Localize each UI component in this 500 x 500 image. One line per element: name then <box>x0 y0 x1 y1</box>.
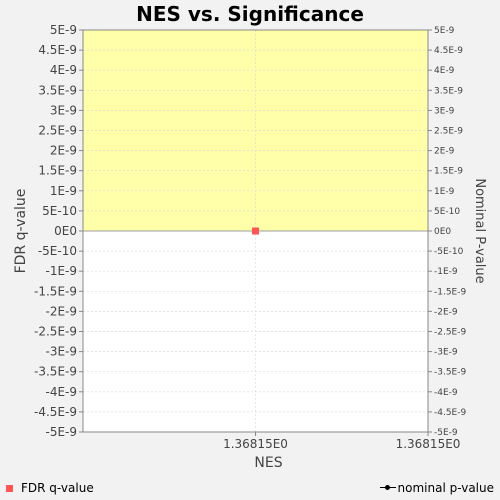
line-dot-marker-icon <box>379 483 396 493</box>
y-tick-label-right: 4.5E-9 <box>434 46 463 56</box>
y-tick-label-right: -5E-10 <box>434 247 464 257</box>
right-axis: 5E-9 4.5E-9 4E-9 3.5E-9 3E-9 2.5E-9 2E-9 1.5E-9… <box>428 26 466 438</box>
y-tick-label-right: -3.5E-9 <box>434 368 466 378</box>
y-tick-label-left: 0E0 <box>54 224 77 238</box>
y-tick-label-right: -4E-9 <box>434 388 458 398</box>
y-tick-label-left: 3.5E-9 <box>38 83 77 97</box>
y-tick-label-right: 1E-9 <box>434 187 455 197</box>
y-tick-label-right: -2.5E-9 <box>434 328 466 338</box>
x-tick-label: 1.36815E0 <box>396 437 461 451</box>
y-tick-label-right: 3.5E-9 <box>434 86 463 96</box>
data-point-fdr <box>252 227 259 235</box>
y-tick-label-right: -4.5E-9 <box>434 408 466 418</box>
y-tick-label-left: 2E-9 <box>50 144 77 158</box>
y-tick-label-right: 2E-9 <box>434 147 455 157</box>
y-axis-label-left: FDR q-value <box>13 189 29 274</box>
y-tick-label-right: 5E-10 <box>434 207 460 217</box>
y-tick-label-left: -3E-9 <box>45 345 77 359</box>
y-tick-label-right: -3E-9 <box>434 348 458 358</box>
y-tick-label-left: -2.5E-9 <box>34 325 77 339</box>
y-tick-label-right: -2E-9 <box>434 307 458 317</box>
y-tick-label-right: 3E-9 <box>434 106 455 116</box>
y-tick-label-left: 2.5E-9 <box>38 124 77 138</box>
y-tick-label-left: 1E-9 <box>50 184 77 198</box>
x-axis-label: NES <box>254 455 282 471</box>
y-tick-label-left: -4.5E-9 <box>34 405 77 419</box>
y-tick-label-left: -2E-9 <box>45 304 77 318</box>
y-tick-label-right: 0E0 <box>434 227 451 237</box>
y-tick-label-left: -5E-9 <box>45 425 77 439</box>
x-axis: 1.36815E0 1.36815E0 <box>223 432 460 451</box>
y-tick-label-left: 4E-9 <box>50 63 77 77</box>
y-tick-label-left: 3E-9 <box>50 103 77 117</box>
y-tick-label-right: -1.5E-9 <box>434 287 466 297</box>
y-tick-label-right: 4E-9 <box>434 66 455 76</box>
y-tick-label-left: -3.5E-9 <box>34 365 77 379</box>
y-tick-label-right: 2.5E-9 <box>434 127 463 137</box>
y-tick-label-left: -4E-9 <box>45 385 77 399</box>
chart-title: NES vs. Significance <box>136 2 364 26</box>
y-tick-label-right: -1E-9 <box>434 267 458 277</box>
y-tick-label-left: 5E-9 <box>50 23 77 37</box>
y-tick-label-left: 4.5E-9 <box>38 43 77 57</box>
left-axis: 5E-9 4.5E-9 4E-9 3.5E-9 3E-9 2.5E-9 2E-9 1.5E-9… <box>34 23 83 439</box>
x-tick-label: 1.36815E0 <box>223 437 288 451</box>
legend-label-fdr: FDR q-value <box>21 481 94 495</box>
y-tick-label-right: 1.5E-9 <box>434 167 463 177</box>
y-tick-label-left: -5E-10 <box>38 244 77 258</box>
data-points <box>252 227 259 235</box>
y-tick-label-left: 5E-10 <box>42 204 77 218</box>
legend-item-fdr: FDR q-value <box>6 480 94 496</box>
y-tick-label-left: -1.5E-9 <box>34 284 77 298</box>
y-tick-label-right: 5E-9 <box>434 26 455 36</box>
legend-item-nominal: nominal p-value <box>379 480 494 496</box>
legend-label-nominal: nominal p-value <box>397 481 494 495</box>
y-tick-label-right: -5E-9 <box>434 428 458 438</box>
y-tick-label-left: 1.5E-9 <box>38 164 77 178</box>
red-square-marker-icon <box>6 484 13 492</box>
y-tick-label-left: -1E-9 <box>45 264 77 278</box>
y-axis-label-right: Nominal P-value <box>472 178 487 283</box>
